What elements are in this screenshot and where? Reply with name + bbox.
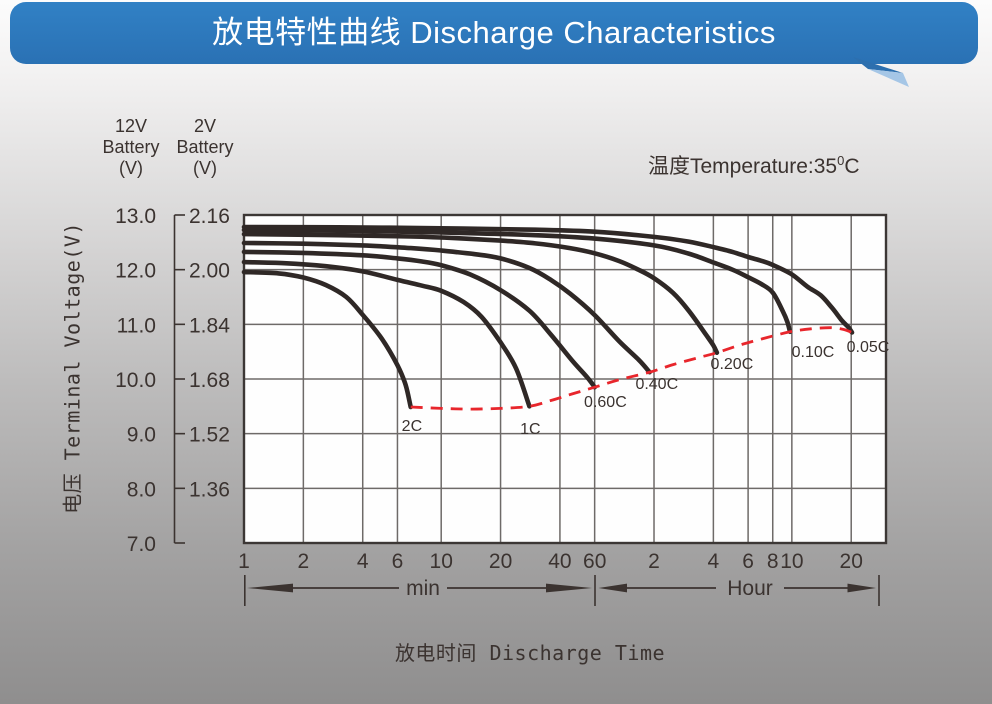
- x-tick-label-min-20: 20: [489, 550, 512, 573]
- curve-0.05c: [241, 224, 855, 335]
- y-tick-label-2v-1.52: 1.52: [189, 424, 230, 447]
- x-tick-label-hour-10: 10: [780, 550, 803, 573]
- y-tick-label-12v-12.0: 12.0: [115, 260, 156, 283]
- temperature-degree-superscript: 0: [837, 153, 845, 168]
- hour-section-label: Hour: [727, 577, 773, 600]
- y-tick-label-12v-11.0: 11.0: [117, 314, 156, 337]
- x-tick-label-hour-6: 6: [742, 550, 754, 573]
- x-tick-label-min-10: 10: [430, 550, 453, 573]
- plot-border: [242, 213, 888, 545]
- curve-label-0.20c: 0.20C: [711, 356, 754, 373]
- x-tick-label-hour-8: 8: [767, 550, 779, 573]
- arrowhead: [598, 583, 627, 593]
- x-tick-label-min-1: 1: [238, 550, 250, 573]
- arrowhead: [847, 583, 876, 593]
- curve-label-2c: 2C: [402, 418, 422, 435]
- header-banner: 放电特性曲线 Discharge Characteristics: [10, 2, 978, 64]
- curve-1c: [241, 259, 532, 409]
- envelope-dashed-line: [410, 326, 853, 411]
- x-tick-label-min-4: 4: [357, 550, 369, 573]
- y-tick-label-2v-1.84: 1.84: [189, 314, 230, 337]
- curve-label-0.40c: 0.40C: [635, 376, 678, 393]
- curve-0.60c: [241, 249, 597, 390]
- y-tick-label-2v-1.36: 1.36: [189, 478, 230, 501]
- y-axis-2v-header-line3: (V): [193, 158, 217, 178]
- temperature-note: 温度Temperature:350C: [648, 150, 860, 180]
- y-axis-12v-header-line3: (V): [119, 158, 143, 178]
- curve-0.20c: [241, 231, 720, 355]
- x-tick-label-min-2: 2: [298, 550, 310, 573]
- y-tick-label-12v-9.0: 9.0: [127, 424, 156, 447]
- x-tick-label-hour-2: 2: [648, 550, 660, 573]
- temperature-unit: C: [844, 155, 860, 178]
- banner-tail: [853, 57, 909, 87]
- arrowhead: [546, 583, 592, 593]
- arrowhead: [247, 583, 293, 593]
- y-axis-12v-scale-header: 12V Battery (V): [81, 116, 181, 179]
- y-tick-label-2v-2.16: 2.16: [189, 205, 230, 228]
- banner-tail-dark-triangle: [853, 57, 903, 73]
- curve-label-0.05c: 0.05C: [847, 339, 890, 356]
- x-tick-label-min-40: 40: [548, 550, 571, 573]
- curve-label-0.60c: 0.60C: [584, 394, 627, 411]
- curve-label-0.10c: 0.10C: [792, 344, 835, 361]
- y-axis-12v-header-line2: Battery: [102, 137, 160, 157]
- y-axis-12v-header-line1: 12V: [114, 116, 148, 136]
- y-axis-2v-header-line1: 2V: [193, 116, 217, 136]
- curve-2c: [241, 269, 413, 410]
- page-title: 放电特性曲线 Discharge Characteristics: [212, 15, 776, 50]
- x-axis-title: 放电时间 Discharge Time: [394, 641, 666, 665]
- curve-0.10c: [241, 227, 793, 335]
- y-tick-label-2v-1.68: 1.68: [189, 369, 230, 392]
- min-section-label: min: [406, 577, 440, 600]
- temperature-text: 温度Temperature:35: [648, 155, 838, 178]
- curve-label-1c: 1C: [520, 421, 540, 438]
- y-tick-label-2v-2.00: 2.00: [189, 260, 230, 283]
- x-tick-label-min-6: 6: [392, 550, 404, 573]
- x-tick-label-hour-4: 4: [708, 550, 720, 573]
- x-tick-label-min-60: 60: [583, 550, 606, 573]
- y-axis-2v-header-line2: Battery: [176, 137, 234, 157]
- y-tick-label-12v-8.0: 8.0: [127, 478, 156, 501]
- y-tick-label-12v-10.0: 10.0: [115, 369, 156, 392]
- curve-0.40c: [241, 240, 652, 375]
- x-tick-label-hour-20: 20: [840, 550, 863, 573]
- y-axis-2v-scale-header: 2V Battery (V): [155, 116, 255, 179]
- y-tick-label-12v-7.0: 7.0: [127, 533, 156, 556]
- y-tick-label-12v-13.0: 13.0: [115, 205, 156, 228]
- banner-tail-light-triangle: [868, 69, 909, 87]
